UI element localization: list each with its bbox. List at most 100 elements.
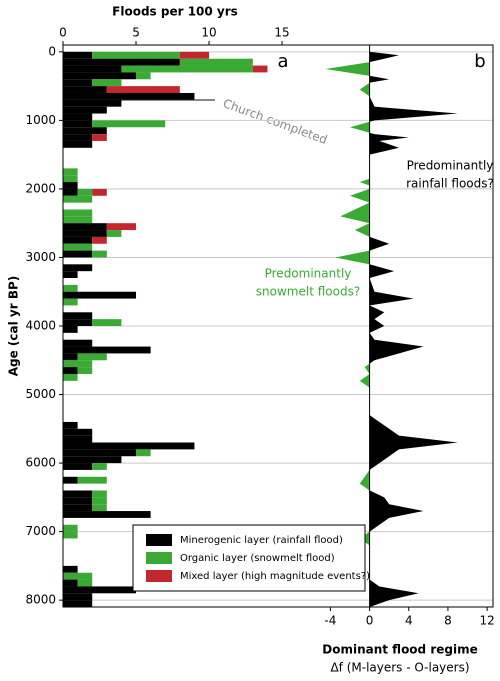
bar bbox=[179, 51, 210, 59]
bar bbox=[63, 600, 93, 607]
bar bbox=[121, 65, 253, 73]
bar bbox=[63, 291, 137, 299]
bar bbox=[63, 449, 137, 457]
bar bbox=[63, 209, 93, 217]
bar bbox=[63, 106, 107, 114]
bar bbox=[63, 250, 93, 258]
bar bbox=[63, 99, 122, 107]
bar bbox=[63, 373, 78, 381]
bar bbox=[92, 134, 107, 141]
annotation: Predominantly bbox=[265, 267, 352, 281]
bar bbox=[92, 79, 122, 87]
y-axis-label: Age (cal yr BP) bbox=[7, 276, 21, 377]
panel-label: b bbox=[474, 51, 485, 72]
bar bbox=[63, 188, 78, 196]
bar bbox=[63, 86, 107, 93]
bar bbox=[92, 51, 180, 59]
bar bbox=[92, 497, 107, 505]
bar bbox=[63, 353, 78, 361]
y-tick-label: 6000 bbox=[25, 456, 56, 470]
legend-swatch bbox=[146, 534, 172, 546]
bar bbox=[63, 113, 93, 121]
bar bbox=[92, 490, 107, 498]
bar bbox=[63, 65, 122, 73]
x-tick-label: 0 bbox=[59, 26, 67, 40]
bar bbox=[63, 298, 78, 306]
x-tick-label: 15 bbox=[274, 26, 289, 40]
bar bbox=[77, 353, 107, 361]
bar bbox=[63, 360, 93, 368]
bar bbox=[63, 586, 137, 594]
annotation: Predominantly bbox=[407, 159, 494, 173]
bar bbox=[136, 72, 151, 80]
y-tick-label: 3000 bbox=[25, 250, 56, 264]
bar bbox=[63, 435, 93, 443]
bar bbox=[63, 236, 93, 244]
bar bbox=[63, 127, 107, 135]
legend-swatch bbox=[146, 570, 172, 582]
bar bbox=[92, 188, 107, 196]
area-positive bbox=[370, 51, 458, 607]
bar bbox=[92, 319, 122, 326]
bar bbox=[63, 182, 78, 189]
bar bbox=[63, 476, 78, 484]
legend-swatch bbox=[146, 552, 172, 564]
bar bbox=[92, 463, 107, 470]
bar bbox=[63, 58, 180, 66]
x-tick-label: 5 bbox=[132, 26, 140, 40]
bar bbox=[63, 421, 78, 429]
annotation: snowmelt floods? bbox=[256, 285, 360, 299]
legend-label: Minerogenic layer (rainfall flood) bbox=[180, 535, 343, 546]
bar bbox=[63, 428, 93, 436]
annotation: rainfall floods? bbox=[406, 177, 494, 191]
bar bbox=[63, 92, 195, 100]
y-tick-label: 8000 bbox=[25, 593, 56, 607]
bar bbox=[77, 579, 93, 587]
x-tick-label: 4 bbox=[405, 614, 413, 628]
bar bbox=[63, 72, 137, 80]
bar bbox=[63, 243, 93, 251]
annotation: Church completed bbox=[221, 96, 329, 147]
y-tick-label: 7000 bbox=[25, 524, 56, 538]
chart-title: Floods per 100 yrs bbox=[112, 5, 238, 19]
bar bbox=[63, 531, 78, 539]
y-tick-label: 2000 bbox=[25, 181, 56, 195]
bar bbox=[179, 58, 253, 66]
x-tick-label: 0 bbox=[366, 614, 374, 628]
bar bbox=[136, 449, 151, 457]
bar bbox=[63, 504, 93, 512]
bar bbox=[77, 367, 93, 374]
bar bbox=[77, 476, 107, 484]
bar bbox=[63, 271, 78, 279]
bar bbox=[63, 120, 93, 128]
bar bbox=[63, 140, 93, 148]
bar bbox=[63, 346, 151, 354]
bar bbox=[63, 579, 78, 587]
bar bbox=[63, 326, 78, 333]
bar bbox=[63, 497, 93, 505]
bar bbox=[63, 168, 78, 176]
bar bbox=[63, 51, 93, 59]
bar bbox=[63, 195, 93, 203]
bar bbox=[63, 223, 107, 231]
x-tick-label: 10 bbox=[201, 26, 216, 40]
x-tick-label: -4 bbox=[324, 614, 336, 628]
bar bbox=[63, 79, 93, 87]
bar bbox=[77, 188, 93, 196]
bar bbox=[63, 216, 93, 224]
bar bbox=[63, 264, 93, 272]
bar bbox=[63, 175, 78, 183]
bar bbox=[106, 223, 137, 231]
bar bbox=[63, 312, 93, 320]
bar bbox=[106, 230, 122, 237]
y-tick-label: 4000 bbox=[25, 319, 56, 333]
bar bbox=[63, 524, 78, 532]
bar bbox=[63, 442, 195, 450]
legend-label: Organic layer (snowmelt flood) bbox=[180, 553, 335, 564]
plot-frame bbox=[62, 44, 494, 608]
x-axis-label: Dominant flood regime bbox=[322, 643, 477, 657]
bar bbox=[63, 572, 93, 580]
x-tick-label: 12 bbox=[479, 614, 494, 628]
bar bbox=[92, 250, 107, 258]
